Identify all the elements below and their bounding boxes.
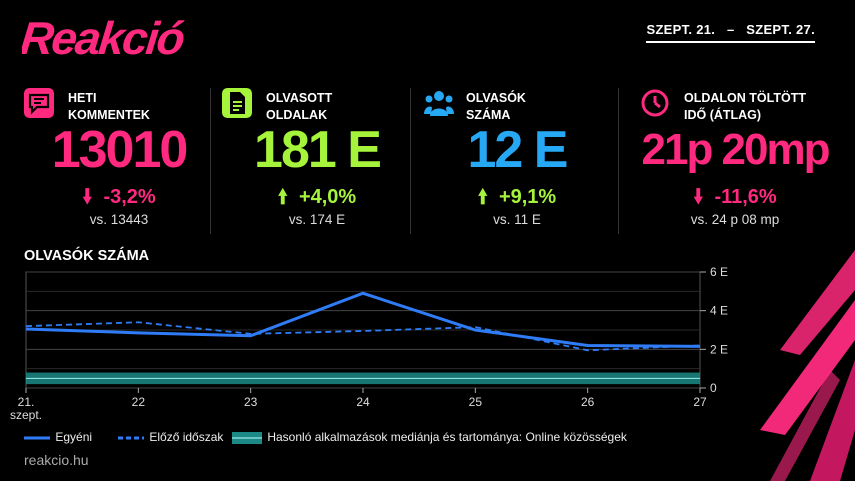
legend-solid-line [24, 436, 50, 440]
footer-site: reakcio.hu [24, 452, 89, 468]
date-range: SZEPT. 21. – SZEPT. 27. [646, 22, 815, 43]
divider [410, 88, 411, 234]
divider [210, 88, 211, 234]
decorative-brush-strokes [760, 250, 855, 481]
clock-icon [641, 89, 669, 117]
x-tick-label: 24 [356, 395, 370, 409]
x-tick-sublabel: szept. [10, 408, 42, 422]
x-tick-label: 23 [244, 395, 258, 409]
chart-title: OLVASÓK SZÁMA [24, 248, 150, 264]
stat-change: 🠙 +9,1% [422, 182, 612, 216]
y-tick-label: 2 E [710, 342, 728, 356]
legend-band [232, 431, 262, 444]
stat-previous: vs. 13443 [89, 212, 149, 227]
x-tick-label: 25 [469, 395, 483, 409]
legend-dashed-line [118, 436, 144, 440]
y-tick-label: 0 [710, 381, 717, 395]
stat-previous: vs. 174 E [288, 212, 346, 227]
arrow-down-icon: 🠛 [82, 186, 93, 208]
stat-change-value: -3,2% [103, 186, 156, 208]
y-tick-label: 6 E [710, 265, 728, 279]
people-icon [424, 91, 454, 116]
legend-item-elozo: Előző időszak [118, 429, 223, 445]
date-end: SZEPT. 27. [746, 22, 815, 37]
stat-comments: HETI KOMMENTEK 13010 🠛 -3,2% vs. 13443 [24, 86, 214, 236]
stat-value: 21p 20mp [641, 125, 831, 174]
stat-value: 13010 [51, 121, 189, 179]
stat-label: HETI KOMMENTEK [68, 91, 150, 122]
legend-item-median-band: Hasonló alkalmazások mediánja és tartomá… [232, 429, 627, 445]
arrow-down-icon: 🠛 [693, 186, 704, 208]
divider [618, 88, 619, 234]
reakcio-logo: Reakció [22, 12, 187, 64]
stat-value: 12 E [467, 121, 569, 179]
legend-item-egyeni: Egyéni [24, 429, 92, 445]
stat-previous: vs. 24 p 08 mp [690, 212, 780, 227]
stat-value: 181 E [254, 121, 382, 179]
date-underline [646, 41, 815, 43]
stat-pages: OLVASOTT OLDALAK 181 E 🠙 +4,0% vs. 174 E [222, 86, 412, 236]
legend-label: Egyéni [55, 430, 93, 444]
stat-change-value: -11,6% [714, 186, 777, 208]
stat-change: 🠛 -11,6% [640, 182, 830, 216]
x-tick-label: 22 [132, 395, 146, 409]
date-start: SZEPT. 21. [646, 22, 716, 37]
x-tick-label: 26 [581, 395, 595, 409]
stat-previous: vs. 11 E [493, 212, 541, 227]
svg-text:Reakció: Reakció [22, 12, 187, 64]
stat-label: OLVASÓK SZÁMA [466, 91, 526, 122]
comment-icon [24, 88, 54, 118]
stat-change: 🠛 -3,2% [24, 182, 214, 216]
series-line-egyeni [25, 291, 701, 348]
stat-change: 🠙 +4,0% [222, 182, 412, 216]
stat-label: OLVASOTT OLDALAK [266, 91, 333, 122]
stat-label: OLDALON TÖLTÖTT IDŐ (ÁTLAG) [684, 91, 806, 122]
legend-label: Előző időszak [149, 430, 224, 444]
series-line-elozo [25, 321, 701, 352]
arrow-up-icon: 🠙 [477, 186, 488, 208]
legend-label: Hasonló alkalmazások mediánja és tartomá… [267, 430, 627, 444]
y-tick-label: 4 E [710, 304, 728, 318]
stat-change-value: +9,1% [498, 186, 557, 208]
document-icon [222, 88, 252, 118]
x-tick-label: 21. [18, 395, 35, 409]
date-separator: – [726, 22, 735, 37]
stat-time-on-page: OLDALON TÖLTÖTT IDŐ (ÁTLAG) 21p 20mp 🠛 -… [640, 86, 830, 236]
arrow-up-icon: 🠙 [277, 186, 288, 208]
x-tick-label: 27 [693, 395, 707, 409]
stat-change-value: +4,0% [298, 186, 357, 208]
stat-readers: OLVASÓK SZÁMA 12 E 🠙 +9,1% vs. 11 E [422, 86, 612, 236]
